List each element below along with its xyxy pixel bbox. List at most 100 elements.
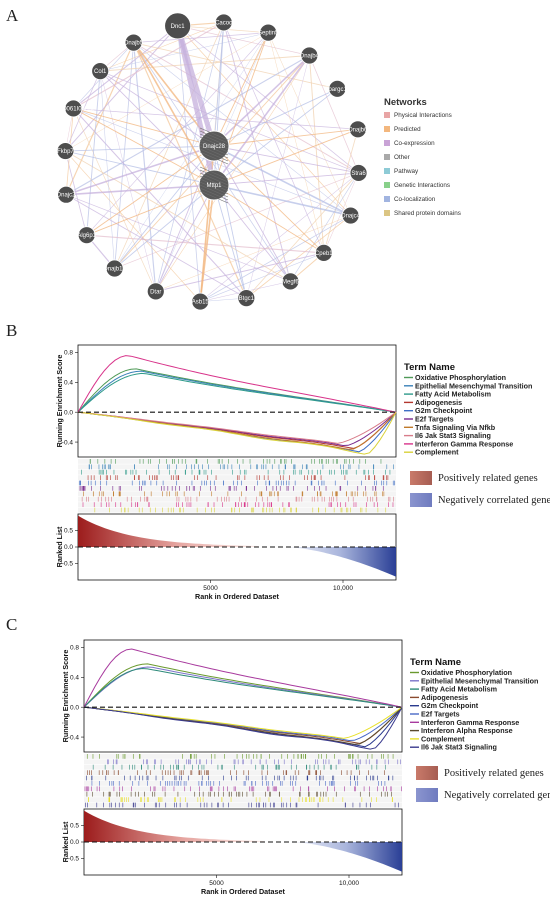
network-node[interactable]: Dnajb6 [348, 120, 368, 139]
network-node-label: Dnajb4 [300, 54, 320, 60]
network-edge [308, 55, 325, 253]
term-legend-label: Il6 Jak Stat3 Signaling [421, 743, 497, 752]
network-edge [99, 71, 115, 269]
network-edge [65, 145, 215, 152]
ranked-negative-area [284, 547, 396, 577]
network-node[interactable]: Dnajb5 [124, 33, 144, 52]
network-edge [86, 145, 215, 236]
network-edge [100, 70, 359, 174]
network-node[interactable]: Megf6 [281, 272, 299, 291]
term-legend-label: Complement [421, 734, 465, 743]
network-edge [246, 172, 359, 299]
network-node-label: Cpeb1 [315, 251, 333, 257]
term-legend-label: Oxidative Phosphorylation [421, 668, 512, 677]
network-node[interactable]: Dnc1 [164, 12, 192, 40]
hit-barcode [78, 496, 396, 502]
network-node[interactable]: Dnajb4 [300, 46, 320, 65]
hit-barcode [84, 759, 402, 765]
network-center-label: Mttp1 [206, 183, 222, 189]
network-node[interactable]: Dnajc2 [57, 185, 76, 204]
network-edge [213, 54, 310, 147]
term-legend-item: Fatty Acid Metabolism [410, 685, 497, 694]
network-node[interactable]: Septin5 [258, 23, 279, 42]
network-edge [66, 194, 291, 282]
rank-y-tick-label: 0.0 [64, 544, 73, 551]
network-node[interactable]: Dnajb13 [103, 259, 126, 278]
network-node[interactable]: Fkbp7 [56, 142, 74, 160]
network-edge [213, 88, 338, 186]
network-edge [114, 42, 135, 269]
network-node[interactable]: Asb15 [191, 292, 210, 311]
hit-barcode [84, 802, 402, 808]
network-node[interactable]: Stra6 [349, 164, 368, 182]
network-legend-item: Co-localization [384, 196, 436, 203]
network-edges [65, 21, 359, 302]
x-axis-label: Rank in Ordered Dataset [201, 887, 285, 896]
network-legend-label: Predicted [394, 126, 421, 133]
network-edge [213, 145, 325, 254]
es-curve [83, 667, 403, 708]
network-edge [114, 184, 215, 269]
negative-legend-label: Negatively correlated genes [438, 495, 550, 506]
network-edge [213, 145, 351, 217]
network-node-label: Fkbp7 [57, 149, 74, 155]
network-node[interactable]: Col1 [91, 62, 110, 81]
network-node-label: Ppargc1b [324, 87, 350, 93]
network-edge [213, 145, 359, 174]
panel-label-a: A [6, 6, 19, 25]
network-node-label: Megf6 [282, 279, 299, 285]
network-edge [86, 32, 269, 236]
hit-barcode [78, 502, 396, 507]
es-y-tick-label: 0.0 [70, 704, 79, 711]
network-node[interactable]: Dtar [146, 282, 165, 301]
term-legend-label: G2m Checkpoint [421, 701, 479, 710]
network-node[interactable]: 2310061I04Rik [53, 99, 95, 118]
network-edge [290, 172, 359, 282]
term-legend-item: E2f Targets [410, 710, 460, 719]
network-node-label: Cacoq [215, 20, 232, 26]
es-y-tick-label: -0.4 [62, 439, 74, 446]
term-legend-item: Interferon Gamma Response [410, 718, 519, 727]
network-edge [65, 150, 215, 186]
network-center-node[interactable]: Mttp1 [198, 166, 230, 204]
network-legend-label: Shared protein domains [394, 210, 461, 217]
network-legend-item: Genetic Interactions [384, 182, 450, 189]
network-legend-item: Shared protein domains [384, 210, 461, 217]
positive-legend-label: Positively related genes [444, 768, 544, 779]
network-edge [213, 172, 359, 186]
term-legend-label: Epithelial Mesenchymal Transition [421, 676, 538, 685]
es-curve [77, 372, 397, 413]
network-edge [177, 25, 310, 56]
ranked-positive-area [84, 810, 265, 842]
negative-legend-swatch [410, 493, 432, 507]
network-node[interactable]: Btgc1 [237, 289, 256, 308]
network-edge [86, 184, 215, 236]
term-legend-item: Oxidative Phosphorylation [404, 373, 506, 382]
hit-barcode [78, 459, 396, 464]
panel-label-b: B [6, 321, 17, 340]
network-node[interactable]: Ppargc1b [324, 79, 351, 98]
network-edge [268, 32, 325, 253]
network-nodes: Dnajb5 Dnc1 Cacoq Septin5 Dnajb4 Ppargc1b Dnaj… [53, 12, 368, 311]
es-curve [77, 411, 397, 455]
term-legend-item: Epithelial Mesenchymal Transition [410, 676, 538, 685]
term-legend-label: Adipogenesis [415, 398, 462, 407]
es-y-tick-label: 0.4 [70, 675, 79, 682]
term-legend-item: Complement [410, 734, 465, 743]
es-y-tick-label: -0.4 [68, 734, 80, 741]
network-edge [73, 108, 215, 186]
network-edge [155, 55, 310, 292]
hit-barcode [84, 770, 402, 775]
hit-barcode [78, 507, 396, 513]
network-node[interactable]: Cpeb1 [314, 243, 333, 262]
network-node[interactable]: Alg6p1 [77, 226, 97, 245]
network-center-node[interactable]: Dnajc28 [198, 127, 230, 165]
term-legend-item: Oxidative Phosphorylation [410, 668, 512, 677]
term-legend-label: Oxidative Phosphorylation [415, 373, 506, 382]
network-edge [177, 25, 351, 216]
network-node[interactable]: Cacoq [214, 13, 233, 32]
term-legend-label: Fatty Acid Metabolism [421, 685, 497, 694]
network-node[interactable]: Dnajc4 [341, 206, 361, 225]
term-legend-label: Il6 Jak Stat3 Signaling [415, 431, 491, 440]
network-node-label: Dnajb6 [348, 127, 368, 133]
